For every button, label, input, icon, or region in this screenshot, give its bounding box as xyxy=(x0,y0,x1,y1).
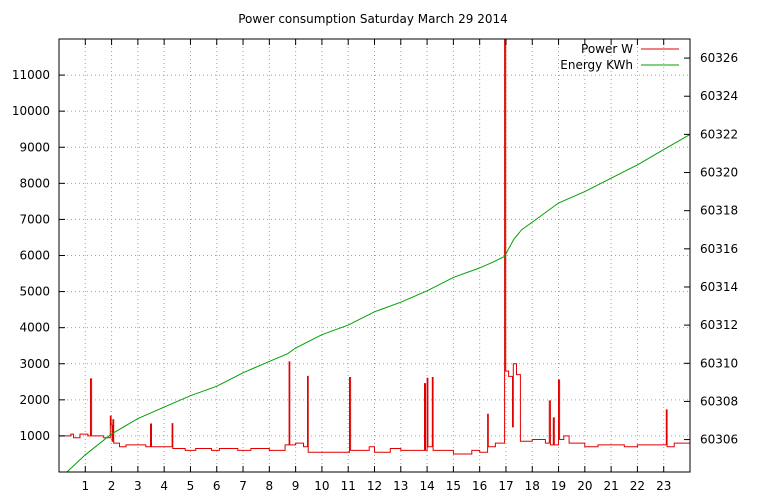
x-tick-label: 22 xyxy=(630,479,645,493)
x-tick-label: 11 xyxy=(341,479,356,493)
y2-tick-label: 60308 xyxy=(700,394,738,408)
x-tick-label: 21 xyxy=(603,479,618,493)
x-tick-label: 5 xyxy=(187,479,195,493)
x-tick-label: 4 xyxy=(160,479,168,493)
y-tick-label: 2000 xyxy=(19,393,50,407)
grid-layer xyxy=(59,39,690,472)
y2-tick-label: 60316 xyxy=(700,242,738,256)
y-tick-label: 3000 xyxy=(19,357,50,371)
y-tick-label: 6000 xyxy=(19,249,50,263)
x-tick-label: 19 xyxy=(551,479,566,493)
y2-tick-label: 60326 xyxy=(700,51,738,65)
x-tick-label: 3 xyxy=(134,479,142,493)
x-tick-label: 2 xyxy=(108,479,116,493)
y2-tick-label: 60320 xyxy=(700,166,738,180)
x-tick-label: 16 xyxy=(472,479,487,493)
y2-tick-label: 60324 xyxy=(700,89,738,103)
x-tick-label: 9 xyxy=(292,479,300,493)
legend: Power W Energy KWh xyxy=(560,42,679,72)
y-tick-label: 4000 xyxy=(19,321,50,335)
y2-tick-label: 60322 xyxy=(700,127,738,141)
legend-label-power-w: Power W xyxy=(581,42,633,56)
y-tick-label: 9000 xyxy=(19,140,50,154)
y-tick-label: 1000 xyxy=(19,429,50,443)
x-tick-label: 15 xyxy=(446,479,461,493)
x-tick-label: 20 xyxy=(577,479,592,493)
x-tick-label: 13 xyxy=(393,479,408,493)
y2-tick-label: 60318 xyxy=(700,204,738,218)
series-line-energy-kwh xyxy=(66,133,691,473)
y2-tick-label: 60310 xyxy=(700,356,738,370)
y-tick-label: 8000 xyxy=(19,176,50,190)
ticks-layer: 1 2 3 4 5 6 7 8 9 10 11 12 13 14 15 16 17 18 19 20 21 22 23100… xyxy=(12,39,738,493)
y-tick-label: 11000 xyxy=(12,68,50,82)
chart-title: Power consumption Saturday March 29 2014 xyxy=(238,12,508,26)
x-tick-label: 1 xyxy=(81,479,89,493)
x-tick-label: 18 xyxy=(525,479,540,493)
series-line-power-w xyxy=(59,38,690,455)
x-tick-label: 17 xyxy=(498,479,513,493)
series-layer xyxy=(59,38,691,473)
x-tick-label: 10 xyxy=(314,479,329,493)
y2-tick-label: 60314 xyxy=(700,280,738,294)
y2-tick-label: 60306 xyxy=(700,433,738,447)
y-tick-label: 5000 xyxy=(19,285,50,299)
x-tick-label: 7 xyxy=(239,479,247,493)
y2-tick-label: 60312 xyxy=(700,318,738,332)
y-tick-label: 10000 xyxy=(12,104,50,118)
x-tick-label: 23 xyxy=(656,479,671,493)
x-tick-label: 8 xyxy=(266,479,274,493)
legend-label-energy-kwh: Energy KWh xyxy=(560,58,633,72)
y-tick-label: 7000 xyxy=(19,212,50,226)
x-tick-label: 12 xyxy=(367,479,382,493)
x-tick-label: 6 xyxy=(213,479,221,493)
x-tick-label: 14 xyxy=(419,479,434,493)
